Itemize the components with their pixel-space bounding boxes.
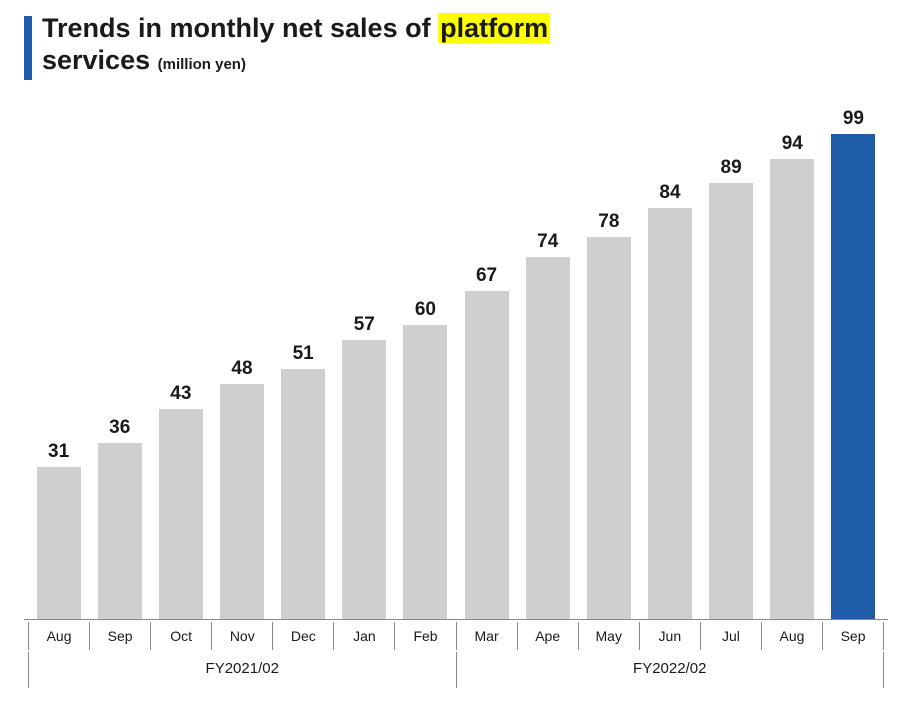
x-axis-month-label: Nov bbox=[211, 622, 272, 650]
title-subunit: (million yen) bbox=[158, 56, 246, 73]
bar-chart: 3136434851576067747884899499 AugSepOctNo… bbox=[24, 105, 888, 688]
bar-value-label: 84 bbox=[659, 182, 680, 204]
bar-column: 57 bbox=[334, 105, 395, 619]
x-axis-month-label: Oct bbox=[150, 622, 211, 650]
bar-column: 48 bbox=[211, 105, 272, 619]
bar-rect bbox=[98, 443, 142, 619]
bar-column: 51 bbox=[273, 105, 334, 619]
bar-rect bbox=[220, 384, 264, 619]
bar-value-label: 51 bbox=[293, 343, 314, 365]
bar-value-label: 60 bbox=[415, 299, 436, 321]
bar-column: 94 bbox=[762, 105, 823, 619]
bar-column: 78 bbox=[578, 105, 639, 619]
title-highlight: platform bbox=[438, 13, 550, 43]
bar-column: 36 bbox=[89, 105, 150, 619]
x-axis-months: AugSepOctNovDecJanFebMarApeMayJunJulAugS… bbox=[24, 622, 888, 650]
bar-value-label: 78 bbox=[598, 211, 619, 233]
x-axis-month-label: May bbox=[578, 622, 639, 650]
bar-value-label: 48 bbox=[231, 358, 252, 380]
bar-rect bbox=[37, 467, 81, 619]
bar-rect bbox=[526, 257, 570, 619]
x-axis-month-label: Jun bbox=[639, 622, 700, 650]
plot-region: 31 36 43 48 51 57 60 67 74 78 84 89 94 99 bbox=[24, 105, 888, 620]
x-axis-fiscal-years: FY2021/02FY2022/02 bbox=[24, 652, 888, 688]
bar-rect bbox=[709, 183, 753, 619]
x-axis-month-label: Jan bbox=[333, 622, 394, 650]
bar-rect bbox=[465, 291, 509, 619]
bar-column: 60 bbox=[395, 105, 456, 619]
bar-rect bbox=[342, 340, 386, 619]
bar-column: 99 bbox=[823, 105, 884, 619]
title-accent-bar bbox=[24, 16, 32, 80]
title-prefix: Trends in monthly net sales of bbox=[42, 13, 438, 43]
bar-column: 89 bbox=[701, 105, 762, 619]
x-axis-fy-label: FY2021/02 bbox=[28, 652, 456, 688]
bar-rect bbox=[403, 325, 447, 619]
bar-value-label: 36 bbox=[109, 417, 130, 439]
x-axis-month-label: Ape bbox=[517, 622, 578, 650]
bar-rect bbox=[831, 134, 875, 619]
bar-column: 67 bbox=[456, 105, 517, 619]
bar-column: 31 bbox=[28, 105, 89, 619]
bars-container: 31 36 43 48 51 57 60 67 74 78 84 89 94 99 bbox=[24, 105, 888, 619]
chart-title-block: Trends in monthly net sales of platform … bbox=[24, 12, 888, 80]
bar-rect bbox=[159, 409, 203, 619]
bar-rect bbox=[648, 208, 692, 619]
bar-value-label: 89 bbox=[721, 157, 742, 179]
bar-value-label: 43 bbox=[170, 383, 191, 405]
x-axis-month-label: Mar bbox=[456, 622, 517, 650]
chart-title: Trends in monthly net sales of platform … bbox=[42, 12, 550, 77]
x-axis-month-label: Jul bbox=[700, 622, 761, 650]
bar-column: 43 bbox=[150, 105, 211, 619]
bar-rect bbox=[587, 237, 631, 619]
x-axis-fy-label: FY2022/02 bbox=[456, 652, 885, 688]
bar-value-label: 31 bbox=[48, 441, 69, 463]
title-suffix: services bbox=[42, 45, 150, 75]
bar-column: 84 bbox=[639, 105, 700, 619]
bar-rect bbox=[281, 369, 325, 619]
bar-column: 74 bbox=[517, 105, 578, 619]
bar-value-label: 94 bbox=[782, 133, 803, 155]
bar-value-label: 99 bbox=[843, 108, 864, 130]
x-axis-month-label: Aug bbox=[761, 622, 822, 650]
x-axis-month-label: Sep bbox=[822, 622, 884, 650]
x-axis-month-label: Feb bbox=[394, 622, 455, 650]
bar-value-label: 74 bbox=[537, 231, 558, 253]
bar-rect bbox=[770, 159, 814, 619]
x-axis-month-label: Dec bbox=[272, 622, 333, 650]
x-axis-month-label: Sep bbox=[89, 622, 150, 650]
bar-value-label: 67 bbox=[476, 265, 497, 287]
bar-value-label: 57 bbox=[354, 314, 375, 336]
x-axis-month-label: Aug bbox=[28, 622, 89, 650]
